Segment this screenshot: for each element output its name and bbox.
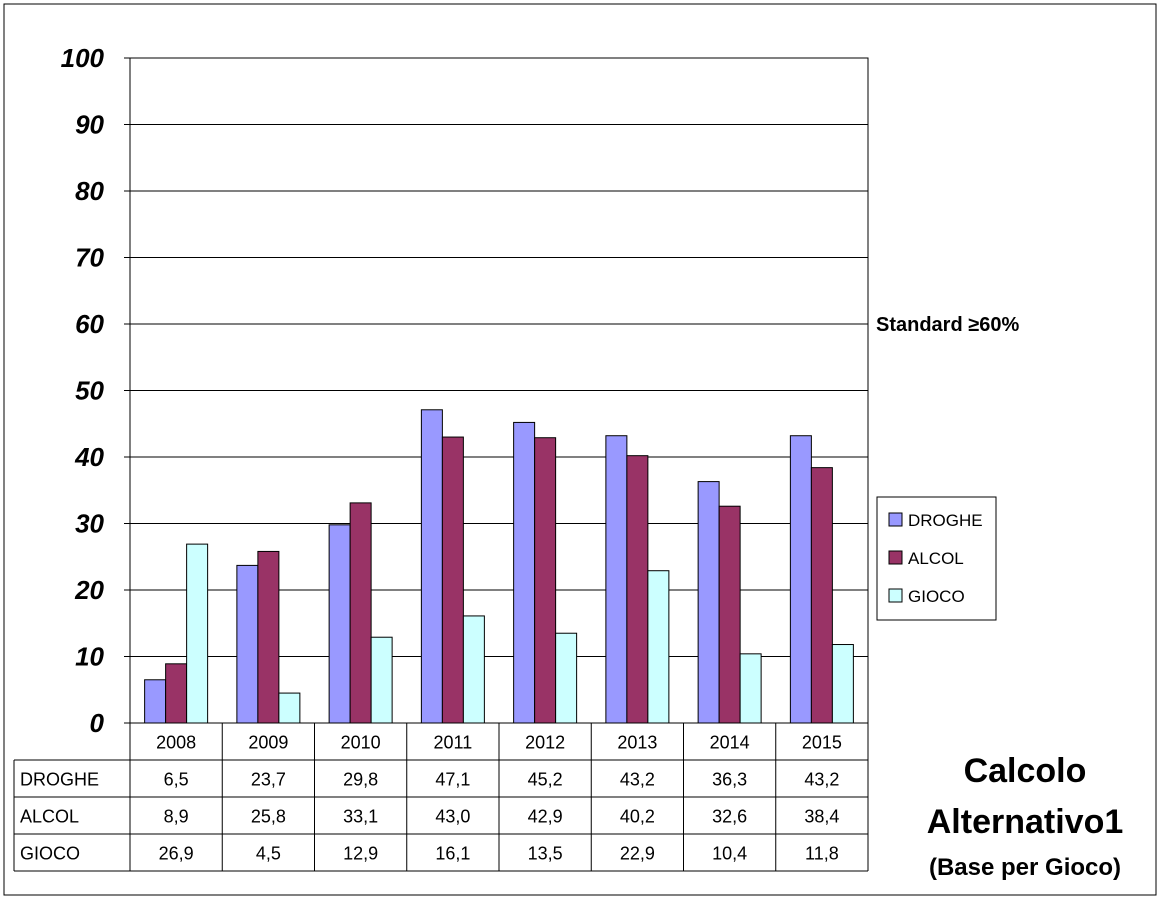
data-label: 38,4 [804, 807, 839, 827]
bar-alcol-2015 [810, 467, 833, 724]
bar-gioco-2009 [278, 692, 301, 724]
bar-droghe-2014 [697, 481, 720, 724]
x-tick-label: 2014 [710, 733, 750, 753]
table-row-label: DROGHE [20, 770, 99, 790]
legend-swatch-alcol [888, 550, 903, 565]
data-label: 16,1 [435, 844, 470, 864]
y-tick-label: 20 [74, 575, 104, 605]
bars [144, 409, 854, 724]
bar-droghe-2013 [605, 435, 628, 724]
y-tick-label: 10 [75, 642, 104, 672]
data-label: 12,9 [343, 844, 378, 864]
data-label: 26,9 [159, 844, 194, 864]
bar-gioco-2008 [186, 543, 209, 724]
x-tick-label: 2008 [156, 733, 196, 753]
bar-gioco-2011 [462, 615, 485, 724]
bar-alcol-2013 [626, 455, 649, 724]
bar-gioco-2014 [739, 653, 762, 724]
x-tick-label: 2013 [617, 733, 657, 753]
data-label: 6,5 [164, 770, 189, 790]
table-row-label: GIOCO [20, 844, 80, 864]
bar-gioco-2015 [831, 644, 854, 724]
data-label: 13,5 [528, 844, 563, 864]
y-tick-label: 50 [75, 376, 104, 406]
legend: DROGHE ALCOL GIOCO [876, 496, 997, 621]
y-tick-label: 0 [90, 708, 105, 738]
data-label: 33,1 [343, 807, 378, 827]
y-tick-label: 60 [75, 309, 104, 339]
data-label: 4,5 [256, 844, 281, 864]
bar-droghe-2008 [144, 679, 167, 724]
data-label: 8,9 [164, 807, 189, 827]
bar-droghe-2012 [513, 421, 536, 724]
bar-alcol-2008 [165, 663, 188, 724]
data-label: 43,0 [435, 807, 470, 827]
title-line-1: Calcolo [964, 752, 1087, 790]
data-label: 47,1 [435, 770, 470, 790]
title-line-3: (Base per Gioco) [929, 854, 1121, 881]
x-tick-label: 2010 [341, 733, 381, 753]
y-tick-label: 90 [75, 110, 104, 140]
data-label: 29,8 [343, 770, 378, 790]
x-tick-label: 2009 [248, 733, 288, 753]
x-tick-label: 2015 [802, 733, 842, 753]
standard-annotation: Standard ≥60% [876, 314, 1019, 336]
bar-droghe-2011 [420, 409, 443, 724]
legend-swatch-gioco [888, 588, 903, 603]
bar-alcol-2011 [441, 436, 464, 724]
data-label: 22,9 [620, 844, 655, 864]
x-tick-label: 2012 [525, 733, 565, 753]
y-tick-label: 70 [75, 243, 104, 273]
legend-label: DROGHE [908, 511, 983, 530]
data-table: 2008 2009 2010 2011 2012 2013 2014 2015 DROGHE 6,… [13, 723, 869, 872]
table-row-label: ALCOL [20, 807, 79, 827]
bar-droghe-2015 [789, 435, 812, 724]
legend-swatch-droghe [888, 512, 903, 527]
y-tick-label: 80 [75, 176, 104, 206]
y-tick-label: 40 [74, 442, 104, 472]
bar-droghe-2009 [236, 564, 259, 724]
data-label: 43,2 [620, 770, 655, 790]
bar-alcol-2009 [257, 550, 280, 724]
data-label: 23,7 [251, 770, 286, 790]
legend-label: ALCOL [908, 549, 964, 568]
data-label: 36,3 [712, 770, 747, 790]
bar-gioco-2010 [370, 636, 393, 724]
y-tick-label: 100 [61, 43, 105, 73]
y-tick-labels: 0 10 20 30 40 50 60 70 80 90 100 [61, 43, 105, 738]
data-label: 10,4 [712, 844, 747, 864]
title-line-2: Alternativo1 [927, 803, 1124, 841]
y-tick-label: 30 [75, 509, 104, 539]
legend-label: GIOCO [908, 587, 965, 606]
data-label: 25,8 [251, 807, 286, 827]
bar-droghe-2010 [328, 524, 351, 724]
bar-gioco-2013 [647, 570, 670, 724]
bar-alcol-2014 [718, 505, 741, 724]
data-label: 11,8 [805, 844, 839, 864]
data-label: 43,2 [804, 770, 839, 790]
data-label: 45,2 [528, 770, 563, 790]
x-tick-label: 2011 [434, 733, 473, 753]
bar-gioco-2012 [555, 632, 578, 724]
bar-alcol-2012 [534, 437, 557, 724]
chart-frame [3, 3, 1157, 896]
data-label: 40,2 [620, 807, 655, 827]
data-label: 42,9 [528, 807, 563, 827]
data-label: 32,6 [712, 807, 747, 827]
bar-alcol-2010 [349, 502, 372, 724]
